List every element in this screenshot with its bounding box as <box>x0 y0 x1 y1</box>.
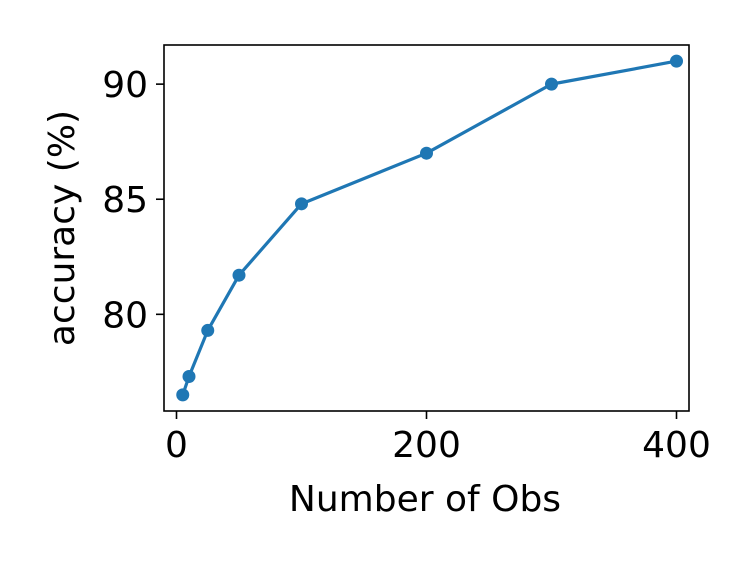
data-point <box>295 197 308 211</box>
y-tick-label: 90 <box>102 65 148 106</box>
data-point <box>420 146 433 160</box>
x-tick-label: 0 <box>165 425 188 466</box>
x-tick-label: 400 <box>642 425 711 466</box>
axis-ticks: 0 200 400 80 85 90 <box>102 65 711 466</box>
data-point <box>670 54 683 68</box>
data-point <box>232 268 246 282</box>
data-point <box>176 388 190 402</box>
y-tick-label: 85 <box>102 180 148 221</box>
data-point <box>182 369 196 383</box>
series-line-0 <box>181 59 679 397</box>
x-axis-label: Number of Obs <box>289 479 561 520</box>
x-tick-label: 200 <box>392 425 461 466</box>
data-point <box>545 77 558 91</box>
plot-frame <box>163 44 690 412</box>
plot-area <box>163 44 690 412</box>
data-point <box>201 323 215 337</box>
y-tick-label: 80 <box>102 295 148 336</box>
y-axis-label: accuracy (%) <box>42 110 83 346</box>
